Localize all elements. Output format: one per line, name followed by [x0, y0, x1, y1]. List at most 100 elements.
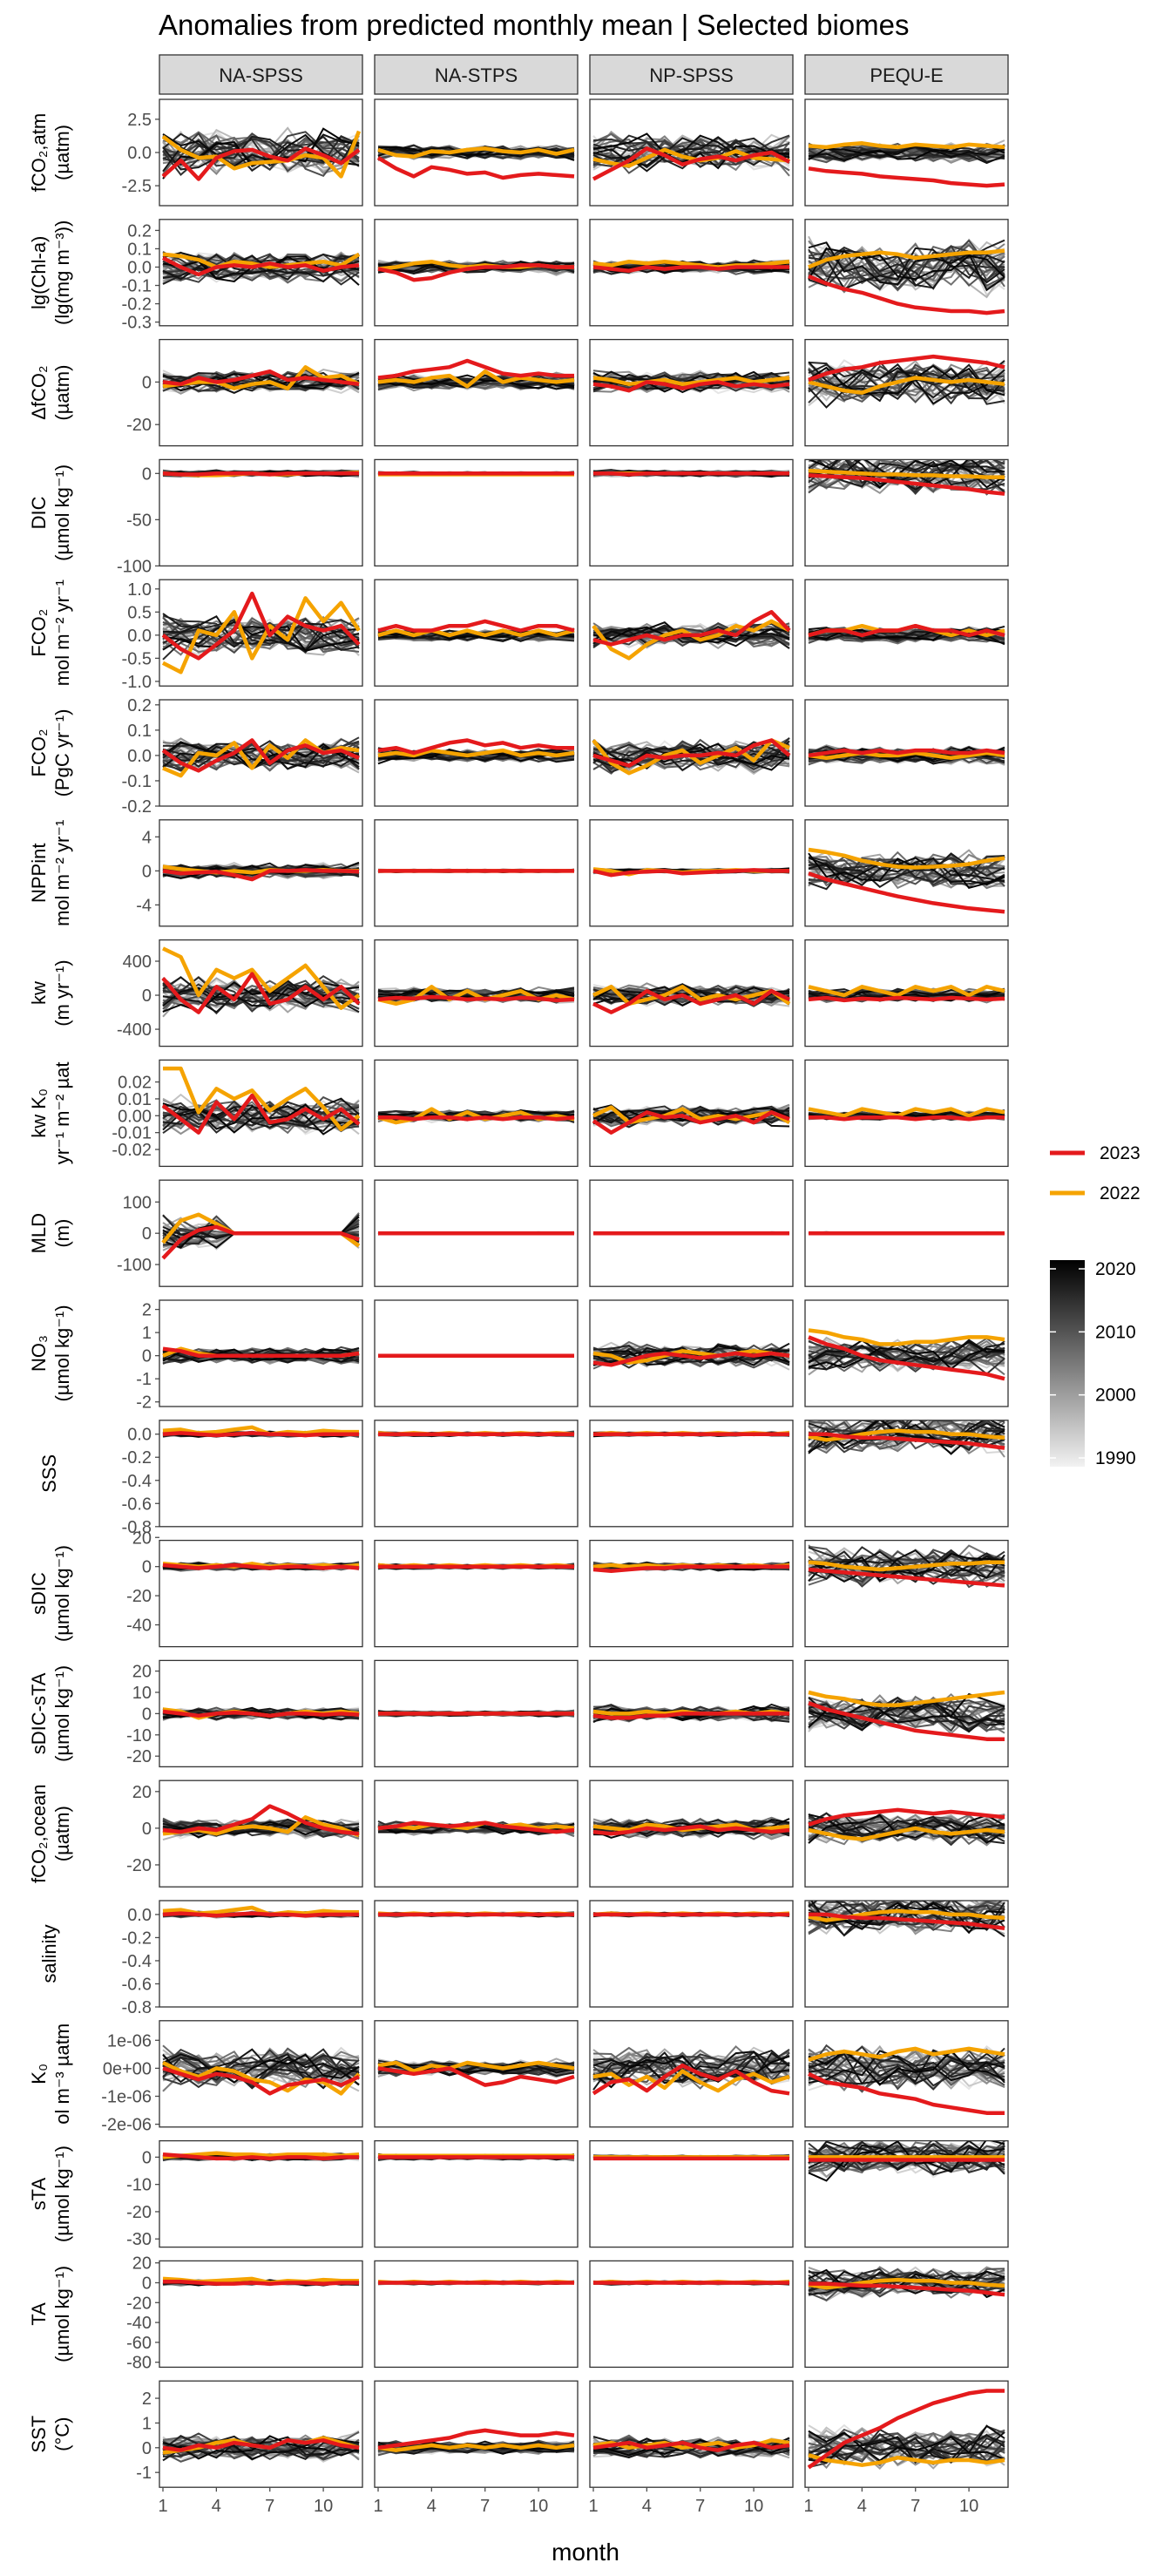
- series-2023-line: [808, 995, 1005, 1003]
- series-2023-line: [592, 738, 791, 768]
- year-line-2018: [808, 1901, 1005, 1937]
- year-line-2015: [808, 1901, 1005, 1929]
- y-tick-label: -0.6: [122, 1495, 152, 1514]
- panel-border: [374, 1900, 579, 2008]
- year-line-2021: [808, 1347, 1005, 1371]
- series-2023-line: [162, 1346, 360, 1358]
- panel-border: [589, 2139, 794, 2248]
- panel-border: [374, 1539, 579, 1648]
- series-2023-line: [808, 1701, 1005, 1741]
- panel-lines: [808, 1544, 1005, 1589]
- panel-border: [159, 2260, 363, 2369]
- y-tick-label: -0.8: [122, 1998, 152, 2017]
- facet-label: NA-SPSS: [219, 64, 303, 86]
- year-line-2018: [808, 360, 1005, 409]
- year-line-2018: [808, 2143, 1005, 2175]
- y-tick-label: -0.4: [122, 1952, 152, 1971]
- panel-na-stps: [374, 2380, 579, 2488]
- panel-lines: [592, 1703, 790, 1724]
- panel-lines: [377, 2428, 575, 2457]
- y-axis-label: sTA(µmol kg⁻¹): [28, 2146, 73, 2242]
- series-2023-line: [162, 1431, 359, 1438]
- panel-lines: [377, 2280, 575, 2286]
- panel-border: [804, 1539, 1009, 1648]
- panel-border: [804, 699, 1009, 807]
- series-2022-line: [808, 1826, 1005, 1841]
- x-tick-label: 1: [803, 2497, 813, 2516]
- y-tick-label: -80: [126, 2354, 152, 2373]
- y-tick-label: 0: [142, 1224, 152, 1244]
- series-2023-line: [377, 1820, 575, 1834]
- series-2022-line: [808, 2453, 1005, 2467]
- series-2022-line: [592, 1105, 791, 1125]
- panel-border: [159, 1900, 363, 2008]
- series-2022-line: [377, 628, 575, 638]
- colorbar-label: 2000: [1095, 1386, 1136, 1406]
- y-tick-label: 0.2: [127, 221, 152, 241]
- panel-lines: [592, 369, 790, 395]
- series-2023-line: [592, 1824, 790, 1836]
- panel-na-spss: [159, 1179, 363, 1287]
- series-2023-line: [377, 263, 574, 282]
- panel-na-stps: [374, 98, 579, 207]
- year-line-2019: [808, 1901, 1005, 1937]
- panel-border: [589, 2020, 794, 2128]
- panel-pequ-e: [804, 1900, 1009, 2008]
- panel-lines: [592, 1816, 790, 1840]
- panel-na-stps: [374, 819, 579, 927]
- panel-na-spss: [159, 2139, 363, 2248]
- y-tick-label: -0.02: [112, 1141, 152, 1160]
- series-2023-line: [377, 2428, 575, 2451]
- y-tick-label: -0.6: [122, 1975, 152, 1994]
- series-2023-line: [808, 623, 1005, 638]
- series-2023-line: [809, 2281, 1005, 2297]
- panel-lines: [162, 1561, 360, 1572]
- y-tick-label: -10: [126, 1726, 152, 1746]
- y-axis-label-line: (°C): [51, 2417, 73, 2451]
- panel-lines: [592, 1911, 790, 1918]
- panel-na-spss: [159, 1059, 363, 1168]
- panel-na-spss: [159, 939, 363, 1047]
- year-line-2019: [162, 1707, 360, 1719]
- series-2023-line: [162, 1709, 360, 1718]
- series-2023-line: [808, 2071, 1005, 2115]
- year-line-2021: [592, 2055, 790, 2089]
- y-axis-label-line: (µmol kg⁻¹): [51, 2266, 73, 2362]
- series-2022-line: [592, 259, 790, 269]
- panel-background: [590, 1420, 793, 1527]
- panel-lines: [592, 982, 791, 1014]
- y-axis-label: sDIC(µmol kg⁻¹): [28, 1545, 73, 1642]
- year-line-2021: [162, 626, 360, 653]
- panel-pequ-e: [804, 98, 1009, 207]
- series-2023-line: [161, 1093, 361, 1135]
- panel-np-spss: [589, 939, 794, 1047]
- panel-border: [374, 2020, 579, 2128]
- panel-pequ-e: [804, 1539, 1009, 1648]
- y-tick-label: -400: [117, 1020, 152, 1040]
- y-tick-label: -2: [136, 1393, 152, 1413]
- panel-border: [589, 98, 794, 207]
- panel-lines: [161, 736, 360, 778]
- panel-lines: [808, 235, 1005, 315]
- y-axis-label-line: (µmol kg⁻¹): [51, 1545, 73, 1642]
- panel-border: [804, 579, 1009, 687]
- y-axis-label-line: (µatm): [51, 125, 73, 180]
- year-line-2016: [162, 2048, 360, 2088]
- panel-lines: [162, 861, 360, 882]
- panel-lines: [592, 1230, 790, 1236]
- panel-border: [159, 2020, 363, 2128]
- y-tick-label: -0.2: [122, 295, 152, 315]
- year-line-2019: [808, 1819, 1005, 1840]
- y-axis-label-line: (lg(mg m⁻³)): [51, 220, 73, 325]
- series-2023-line: [163, 2280, 359, 2286]
- y-axis-label: salinity: [38, 1924, 60, 1983]
- year-line-2021: [808, 364, 1005, 397]
- panel-border: [804, 2380, 1009, 2488]
- panel-np-spss: [589, 1179, 794, 1287]
- panel-border: [804, 1059, 1009, 1168]
- panel-border: [374, 1779, 579, 1888]
- y-tick-label: 4: [142, 828, 152, 847]
- y-axis-label-line: mol m⁻² yr⁻¹: [51, 820, 73, 926]
- panel-np-spss: [589, 338, 794, 447]
- panel-na-spss: [159, 2260, 363, 2369]
